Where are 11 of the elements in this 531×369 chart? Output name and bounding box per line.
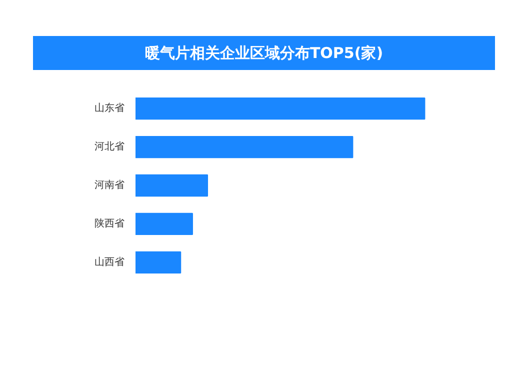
y-tick-label: 河北省 (94, 140, 124, 153)
y-tick-label: 山西省 (94, 256, 124, 268)
bar (136, 251, 182, 274)
bar (136, 136, 354, 158)
bar (136, 212, 193, 236)
y-tick-label: 陕西省 (94, 217, 124, 230)
y-tick-label: 山东省 (94, 102, 124, 114)
y-tick-label: 河南省 (94, 179, 124, 191)
bar (136, 174, 208, 197)
bar (136, 98, 426, 120)
chart-title: 暖气片相关企业区域分布TOP5(家) (144, 43, 384, 64)
